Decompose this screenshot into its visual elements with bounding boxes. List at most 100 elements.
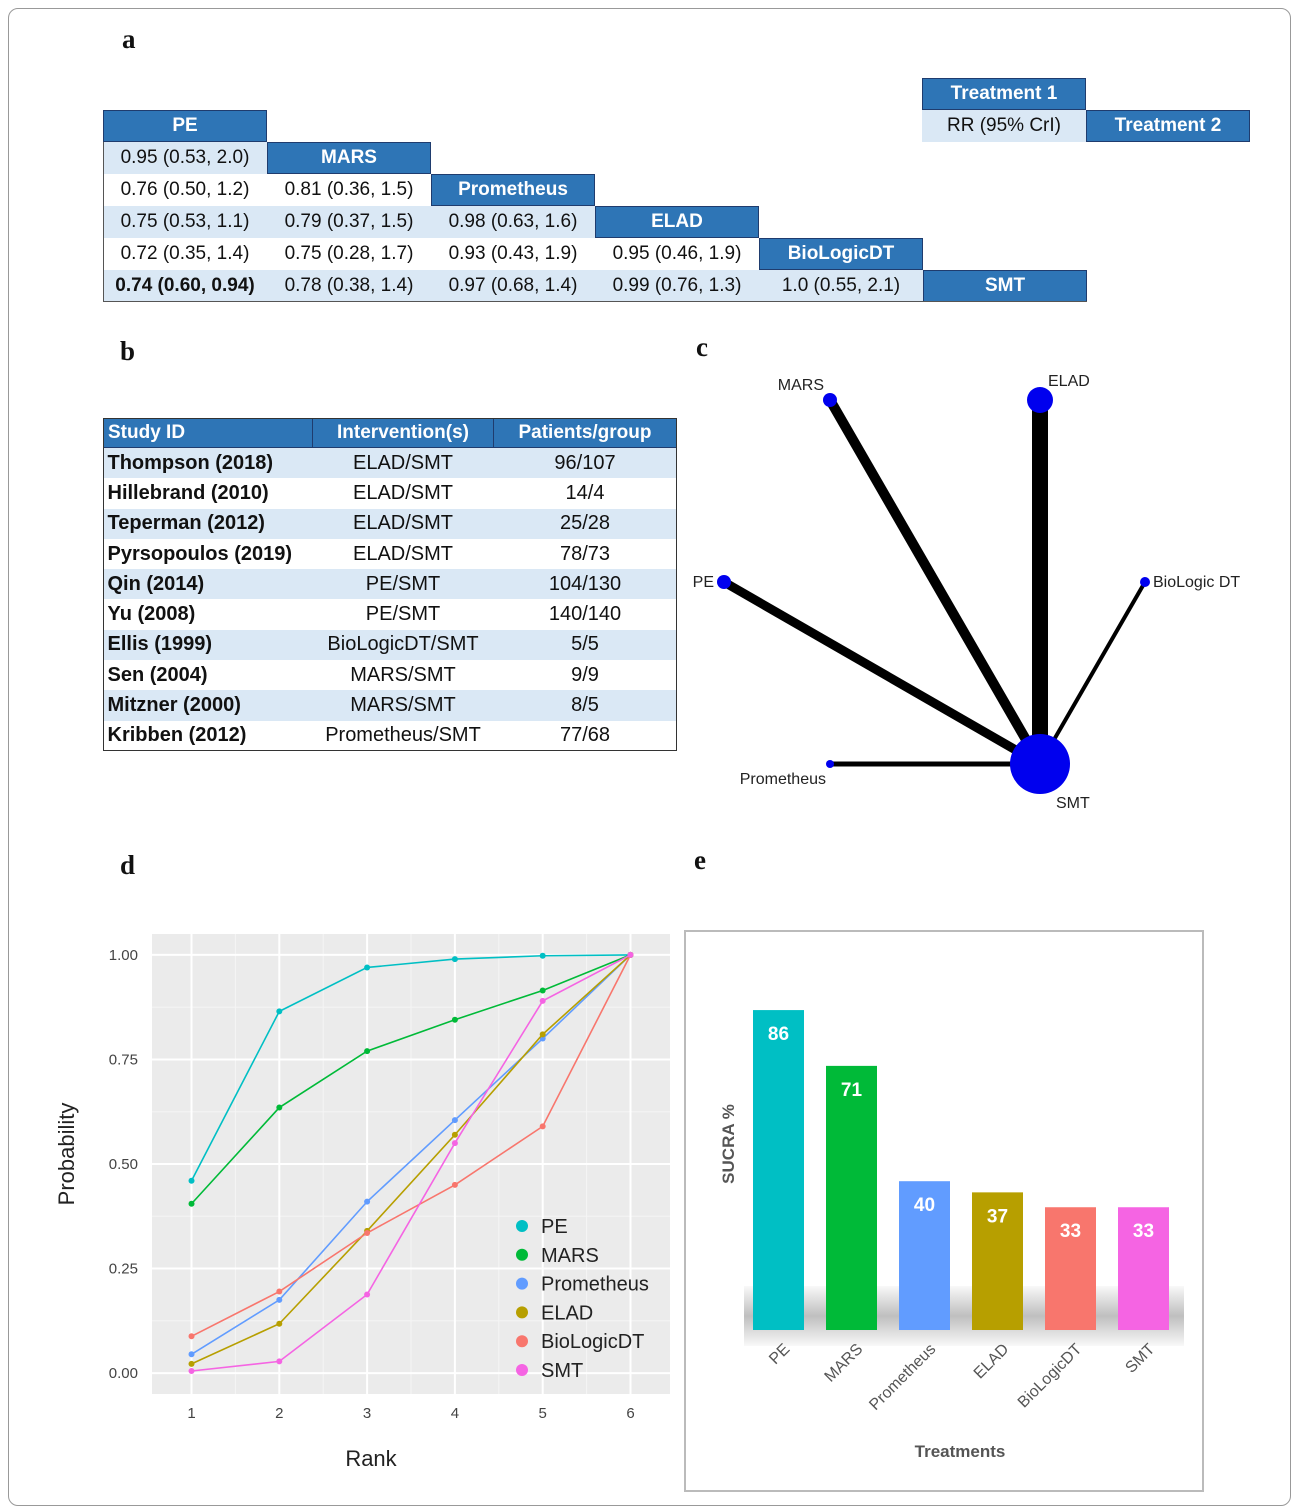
study-table-header: Study ID Intervention(s) Patients/group [103, 418, 677, 448]
data-point [451, 956, 458, 963]
bar-prometheus [899, 1181, 950, 1330]
x-tick-label: 4 [451, 1405, 459, 1422]
table-row: Hillebrand (2010) ELAD/SMT 14/4 [104, 478, 677, 508]
league-cell: 0.93 (0.43, 1.9) [431, 238, 595, 270]
study-id-cell: Pyrsopoulos (2019) [107, 542, 293, 565]
league-cell: 0.79 (0.37, 1.5) [267, 206, 431, 238]
network-node-label: MARS [778, 377, 824, 394]
y-axis-label: SUCRA % [719, 1104, 738, 1184]
series-line-elad [191, 954, 632, 1365]
network-node [826, 760, 834, 768]
data-point [276, 1358, 283, 1365]
col-header-patients: Patients/group [493, 418, 677, 448]
bar-value-label: 40 [914, 1195, 935, 1216]
legend-label: BioLogicDT [541, 1331, 644, 1353]
data-point [539, 997, 546, 1004]
table-row: Sen (2004) MARS/SMT 9/9 [104, 660, 677, 690]
data-point [276, 1288, 283, 1295]
data-point [188, 1200, 195, 1207]
intervention-cell: MARS/SMT [312, 690, 494, 721]
data-point [451, 1117, 458, 1124]
league-legend-treatment1: Treatment 1 [922, 78, 1086, 110]
network-node [1140, 577, 1150, 587]
patients-cell: 140/140 [548, 603, 622, 626]
league-cell: 0.76 (0.50, 1.2) [103, 174, 267, 206]
data-point [188, 1351, 195, 1358]
intervention-cell: BioLogicDT/SMT [312, 629, 494, 661]
data-point [539, 1031, 546, 1038]
network-node [1010, 734, 1070, 794]
network-node [823, 393, 837, 407]
x-tick-label: 5 [539, 1405, 547, 1422]
series-line-mars [190, 954, 631, 1205]
patients-cell: 9/9 [571, 663, 599, 686]
league-legend-treatment2: Treatment 2 [1086, 110, 1250, 142]
x-axis-label: Treatments [915, 1442, 1006, 1461]
data-point [451, 1016, 458, 1023]
table-row: Thompson (2018) ELAD/SMT 96/107 [103, 447, 677, 479]
data-point [539, 952, 546, 959]
patients-cell: 78/73 [559, 542, 611, 565]
league-cell: 0.81 (0.36, 1.5) [267, 174, 431, 206]
league-cell: 0.95 (0.46, 1.9) [595, 238, 759, 270]
table-row: Ellis (1999) BioLogicDT/SMT 5/5 [103, 629, 677, 661]
league-treatment-elad: ELAD [595, 206, 759, 238]
network-node [1027, 387, 1053, 413]
study-id-cell: Teperman (2012) [103, 508, 313, 539]
patients-cell: 5/5 [493, 629, 677, 661]
intervention-cell: Prometheus/SMT [325, 724, 481, 747]
x-tick-label: 1 [187, 1405, 195, 1422]
panel-label-a: a [122, 24, 136, 54]
league-cell: 0.97 (0.68, 1.4) [431, 270, 595, 302]
data-point [276, 1320, 283, 1327]
intervention-cell: PE/SMT [365, 603, 441, 626]
rank-probability-chart: 0.00 0.25 0.50 0.75 1.00 1 2 3 4 5 6 Rank Probabilit… [54, 934, 670, 1471]
network-node-label: BioLogic DT [1153, 574, 1240, 591]
league-treatment-biologicdt: BioLogicDT [759, 238, 923, 270]
col-header-interventions: Intervention(s) [312, 418, 494, 448]
bar-value-label: 71 [841, 1080, 863, 1101]
patients-cell: 14/4 [565, 481, 605, 504]
bar-value-label: 37 [987, 1206, 1008, 1227]
y-tick-label: 1.00 [109, 947, 138, 964]
league-cell: 0.75 (0.28, 1.7) [267, 238, 431, 270]
legend-key [516, 1306, 528, 1319]
study-table: Study ID Intervention(s) Patients/group … [103, 418, 677, 751]
intervention-cell: ELAD/SMT [312, 447, 494, 479]
study-id-cell: Hillebrand (2010) [107, 481, 269, 504]
study-id-cell: Mitzner (2000) [103, 690, 313, 721]
league-cell: 0.74 (0.60, 0.94) [103, 270, 267, 302]
legend-label: SMT [541, 1360, 583, 1382]
x-axis-label: Rank [345, 1446, 397, 1471]
league-bottom-border [103, 301, 1087, 302]
bar-value-label: 33 [1060, 1221, 1081, 1242]
data-point [451, 1131, 458, 1138]
league-treatment-mars: MARS [267, 142, 431, 174]
legend-key [516, 1364, 528, 1376]
bar-smt [1118, 1207, 1169, 1330]
network-edge [1038, 581, 1147, 765]
legend-label: PE [541, 1216, 568, 1238]
league-cell: 0.72 (0.35, 1.4) [103, 238, 267, 270]
patients-cell: 104/130 [493, 569, 677, 600]
legend-key [516, 1335, 528, 1348]
y-tick-label: 0.50 [109, 1156, 138, 1173]
intervention-cell: ELAD/SMT [352, 481, 454, 504]
x-tick-label: 3 [363, 1405, 371, 1422]
y-axis-label: Probability [54, 1103, 79, 1206]
bar-mars [826, 1065, 877, 1330]
data-point [451, 1140, 458, 1147]
network-node-label: Prometheus [740, 771, 826, 788]
panel-label-d: d [120, 850, 136, 880]
network-node [717, 575, 731, 589]
bar-pe [753, 1010, 804, 1330]
data-point [627, 951, 634, 958]
league-cell: 1.0 (0.55, 2.1) [759, 270, 923, 302]
legend-key [516, 1277, 528, 1290]
table-row: Teperman (2012) ELAD/SMT 25/28 [103, 508, 677, 539]
series-line-prometheus [191, 954, 632, 1355]
data-point [188, 1368, 195, 1374]
bar-biologicdt [1045, 1207, 1096, 1330]
series-line-biologicdt [191, 954, 632, 1338]
data-point [188, 1333, 195, 1340]
